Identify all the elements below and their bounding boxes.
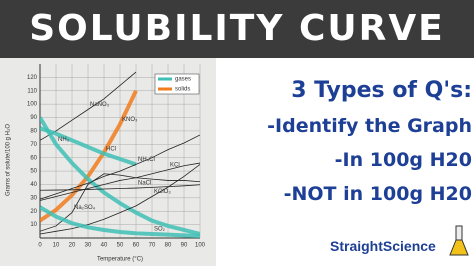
y-tick-label: 70 xyxy=(30,142,37,148)
y-tick-label: 10 xyxy=(30,222,37,228)
curve xyxy=(40,164,200,235)
curve xyxy=(40,184,200,191)
curve xyxy=(40,162,200,201)
x-tick-label: 40 xyxy=(101,243,108,249)
curve xyxy=(40,116,200,236)
y-tick-label: 90 xyxy=(30,115,37,121)
y-tick-label: 110 xyxy=(27,88,37,94)
panel-item: -In 100g H20 xyxy=(334,149,472,171)
legend-label: solids xyxy=(175,87,190,93)
y-tick-label: 40 xyxy=(30,182,37,188)
panel-item: -Identify the Graph xyxy=(267,115,472,137)
curve-label: NaNO₃ xyxy=(90,102,110,108)
x-tick-label: 90 xyxy=(181,243,188,249)
chart: Grams of solute/100 g H₂O Temperature (°… xyxy=(0,58,216,266)
question-panel: 3 Types of Q's: -Identify the Graph -In … xyxy=(222,78,472,217)
brand: StraightScience xyxy=(330,238,436,254)
legend-label: gases xyxy=(175,77,191,83)
y-tick-label: 120 xyxy=(27,75,38,81)
x-tick-label: 80 xyxy=(165,243,172,249)
x-tick-label: 10 xyxy=(53,243,60,249)
panel-heading: 3 Types of Q's: xyxy=(291,78,472,103)
curve-label: NH₃ xyxy=(58,137,70,143)
title: SOLUBILITY CURVE #2 xyxy=(0,0,474,107)
x-tick-label: 30 xyxy=(85,243,92,249)
curve xyxy=(40,205,200,238)
y-tick-label: 20 xyxy=(30,209,37,215)
curve-label: HCl xyxy=(106,146,116,152)
x-tick-label: 60 xyxy=(133,243,140,249)
x-axis-label: Temperature (°C) xyxy=(97,257,143,263)
flask-icon xyxy=(449,225,469,256)
curve xyxy=(40,126,137,167)
curve-label: KClO₃ xyxy=(154,189,171,195)
curve-label: NH₄Cl xyxy=(138,157,155,163)
y-tick-label: 60 xyxy=(30,155,37,161)
y-tick-label: 80 xyxy=(30,129,37,135)
plot-area xyxy=(40,71,200,238)
x-tick-label: 100 xyxy=(195,243,206,249)
x-tick-label: 0 xyxy=(38,243,42,249)
x-tick-label: 50 xyxy=(117,243,124,249)
y-tick-label: 30 xyxy=(30,195,37,201)
y-tick-label: 50 xyxy=(30,169,37,175)
curve-label: KCl xyxy=(170,162,180,168)
x-tick-label: 20 xyxy=(69,243,76,249)
y-tick-label: 100 xyxy=(27,102,38,108)
y-axis-label: Grams of solute/100 g H₂O xyxy=(6,124,12,196)
curve-label: SO₂ xyxy=(154,227,166,233)
panel-item: -NOT in 100g H20 xyxy=(283,183,472,205)
curve-label: NaCl xyxy=(138,181,151,187)
curve xyxy=(40,173,200,232)
x-tick-label: 70 xyxy=(149,243,156,249)
curve-label: Na₂SO₄ xyxy=(74,205,96,211)
curve xyxy=(40,71,137,141)
curve-label: KNO₃ xyxy=(122,117,138,123)
